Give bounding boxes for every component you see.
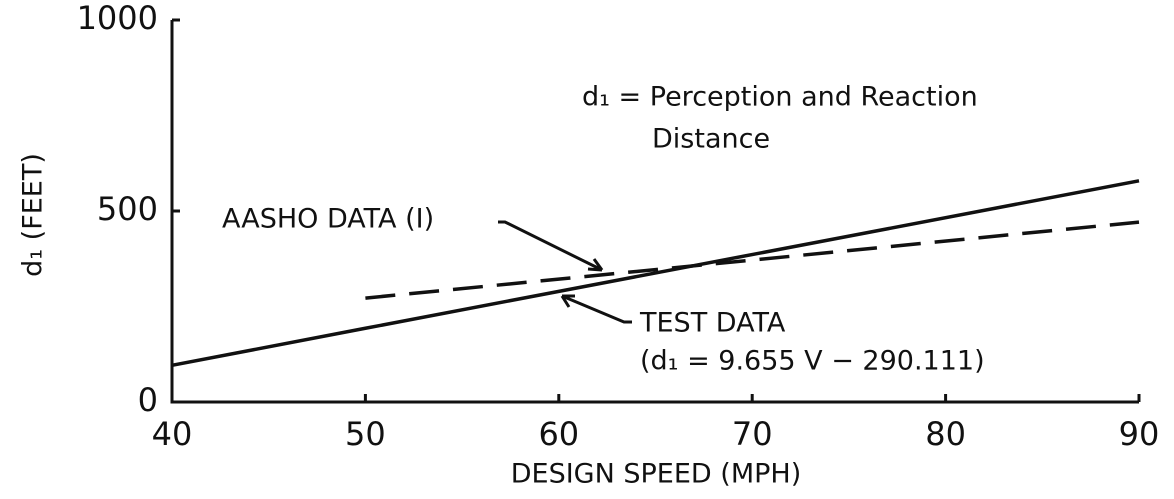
series-label: TEST DATA [639,308,786,339]
annotation: d₁ = Perception and Reaction [582,82,978,113]
formula: (d₁ = 9.655 V − 290.111) [640,346,985,377]
x-tick-label: 80 [925,415,966,453]
x-tick-label: 90 [1119,415,1160,453]
x-tick-label: 40 [152,415,193,453]
x-axis-label: DESIGN SPEED (MPH) [511,459,802,490]
arrow [561,294,632,324]
arrowhead [560,294,575,308]
y-tick-label: 1000 [77,0,158,37]
series-line [171,179,1140,368]
x-tick-label: 70 [732,415,773,453]
arrow [498,220,603,272]
series-line [365,220,1140,300]
series-label: AASHO DATA (I) [222,204,434,235]
arrowhead [587,258,604,272]
x-tick-label: 50 [345,415,386,453]
y-axis-label: d₁ (FEET) [18,153,49,277]
annotation: Distance [652,124,770,155]
x-tick-label: 60 [538,415,579,453]
y-tick-label: 500 [97,190,158,228]
y-tick-label: 0 [138,381,158,419]
